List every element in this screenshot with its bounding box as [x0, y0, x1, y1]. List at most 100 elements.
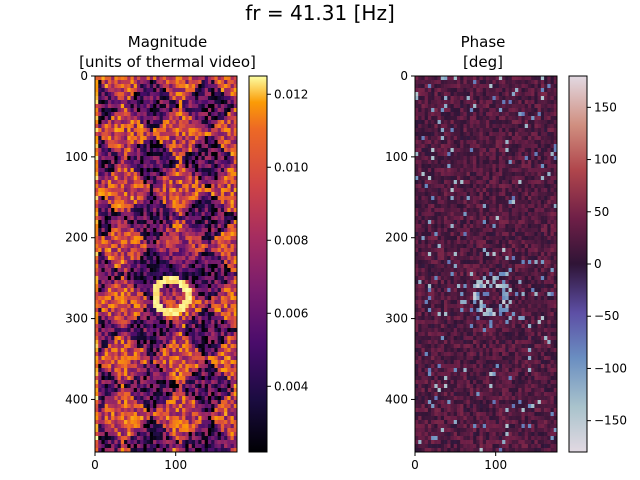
heatmap-cell: [159, 88, 164, 93]
heatmap-cell: [544, 140, 548, 145]
heatmap-cell: [233, 160, 238, 165]
heatmap-cell: [178, 412, 183, 417]
heatmap-cell: [211, 248, 215, 253]
heatmap-cell: [521, 84, 526, 89]
heatmap-cell: [518, 124, 522, 129]
heatmap-cell: [146, 172, 151, 177]
heatmap-cell: [182, 316, 186, 321]
heatmap-cell: [140, 144, 144, 149]
heatmap-cell: [466, 88, 471, 93]
heatmap-cell: [195, 188, 199, 193]
heatmap-cell: [149, 232, 154, 237]
heatmap-cell: [120, 384, 125, 389]
heatmap-cell: [220, 84, 225, 89]
heatmap-cell: [101, 288, 105, 293]
heatmap-cell: [178, 164, 183, 169]
heatmap-cell: [204, 220, 209, 225]
heatmap-cell: [162, 304, 167, 309]
heatmap-cell: [153, 80, 157, 85]
heatmap-cell: [95, 312, 99, 317]
heatmap-cell: [195, 144, 199, 149]
heatmap-cell: [211, 208, 215, 213]
heatmap-cell: [227, 440, 231, 445]
heatmap-cell: [553, 92, 558, 97]
heatmap-cell: [185, 324, 189, 329]
heatmap-cell: [214, 260, 218, 265]
heatmap-cell: [198, 152, 202, 157]
heatmap-cell: [133, 428, 138, 433]
heatmap-cell: [185, 444, 189, 449]
heatmap-cell: [191, 376, 196, 381]
heatmap-cell: [198, 204, 202, 209]
heatmap-cell: [220, 112, 225, 117]
heatmap-cell: [127, 176, 131, 181]
heatmap-cell: [191, 324, 196, 329]
heatmap-cell: [182, 144, 186, 149]
heatmap-cell: [130, 400, 135, 405]
heatmap-cell: [149, 216, 154, 221]
heatmap-cell: [198, 436, 202, 441]
heatmap-cell: [207, 348, 212, 353]
heatmap-cell: [120, 144, 125, 149]
heatmap-cell: [230, 188, 235, 193]
heatmap-cell: [466, 84, 471, 89]
heatmap-cell: [191, 292, 196, 297]
heatmap-cell: [98, 276, 102, 281]
heatmap-cell: [107, 108, 112, 113]
heatmap-cell: [130, 248, 135, 253]
heatmap-cell: [130, 388, 135, 393]
heatmap-cell: [450, 80, 455, 85]
heatmap-cell: [195, 108, 199, 113]
heatmap-cell: [107, 228, 112, 233]
heatmap-cell: [198, 232, 202, 237]
heatmap-cell: [185, 88, 189, 93]
heatmap-cell: [159, 240, 164, 245]
heatmap-cell: [230, 264, 235, 269]
heatmap-cell: [233, 228, 238, 233]
heatmap-cell: [437, 144, 442, 149]
heatmap-cell: [518, 144, 522, 149]
heatmap-cell: [537, 104, 542, 109]
heatmap-cell: [159, 216, 164, 221]
heatmap-cell: [95, 428, 99, 433]
heatmap-cell: [191, 176, 196, 181]
heatmap-cell: [124, 264, 128, 269]
heatmap-cell: [521, 120, 526, 125]
heatmap-cell: [101, 360, 105, 365]
heatmap-cell: [434, 148, 438, 153]
heatmap-cell: [114, 252, 118, 257]
heatmap-cell: [172, 408, 176, 413]
heatmap-cell: [104, 136, 109, 141]
heatmap-cell: [124, 332, 128, 337]
heatmap-cell: [175, 324, 180, 329]
heatmap-cell: [211, 388, 215, 393]
heatmap-cell: [518, 116, 522, 121]
heatmap-cell: [495, 84, 500, 89]
heatmap-cell: [120, 364, 125, 369]
heatmap-cell: [175, 236, 180, 241]
heatmap-cell: [172, 276, 176, 281]
heatmap-cell: [133, 236, 138, 241]
heatmap-cell: [220, 424, 225, 429]
heatmap-cell: [104, 132, 109, 137]
heatmap-cell: [191, 124, 196, 129]
heatmap-cell: [153, 252, 157, 257]
heatmap-cell: [175, 160, 180, 165]
heatmap-cell: [182, 244, 186, 249]
heatmap-cell: [182, 76, 186, 81]
heatmap-cell: [201, 372, 206, 377]
heatmap-cell: [117, 368, 122, 373]
heatmap-cell: [111, 416, 115, 421]
heatmap-cell: [450, 84, 455, 89]
heatmap-cell: [217, 132, 222, 137]
heatmap-cell: [153, 136, 157, 141]
heatmap-cell: [227, 344, 231, 349]
heatmap-cell: [502, 80, 506, 85]
heatmap-cell: [166, 432, 170, 437]
heatmap-cell: [479, 112, 484, 117]
heatmap-cell: [175, 344, 180, 349]
heatmap-cell: [149, 420, 154, 425]
heatmap-cell: [224, 396, 228, 401]
heatmap-cell: [136, 220, 141, 225]
heatmap-cell: [95, 280, 99, 285]
